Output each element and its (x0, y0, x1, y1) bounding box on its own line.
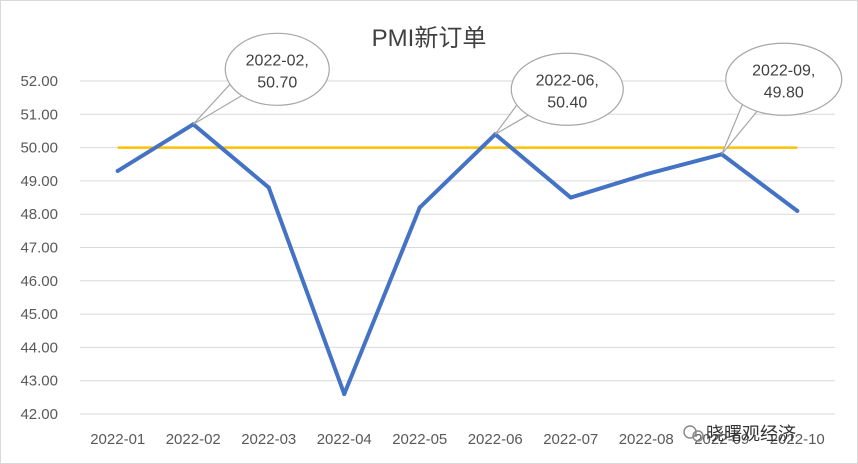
y-tick-label: 51.00 (20, 106, 58, 123)
callout-seam (745, 96, 760, 109)
x-tick-label: 2022-10 (770, 431, 825, 448)
y-tick-label: 52.00 (20, 73, 58, 90)
callout-label-line2: 50.70 (257, 74, 297, 91)
x-tick-label: 2022-09 (694, 431, 749, 448)
y-tick-label: 49.00 (20, 173, 58, 190)
data-point (115, 168, 120, 173)
x-tick-label: 2022-05 (392, 431, 447, 448)
callout-label-line1: 2022-02, (246, 52, 309, 69)
callout-seam (234, 78, 246, 94)
y-tick-label: 48.00 (20, 206, 58, 223)
watermark: 晓曙观经济 (683, 424, 796, 444)
y-tick-label: 46.00 (20, 273, 58, 290)
data-callout: 2022-02, 50.70 (192, 32, 330, 125)
y-tick-label: 44.00 (20, 339, 58, 356)
data-point (266, 185, 271, 190)
x-tick-label: 2022-08 (619, 431, 674, 448)
x-tick-label: 2022-04 (317, 431, 372, 448)
data-callout: 2022-06, 50.40 (494, 52, 624, 135)
data-point (568, 195, 573, 200)
callout-bubble (224, 32, 330, 106)
x-tick-label: 2022-06 (468, 431, 523, 448)
wechat-icon (683, 425, 704, 442)
y-tick-label: 42.00 (20, 406, 58, 423)
data-callout: 2022-09, 49.80 (721, 42, 843, 155)
callout-seam (521, 98, 533, 113)
series-group (115, 122, 800, 397)
y-tick-label: 50.00 (20, 140, 58, 157)
chart-title: PMI新订单 (372, 25, 487, 52)
callout-bubble (510, 52, 624, 126)
x-tick-label: 2022-07 (543, 431, 598, 448)
x-tick-label: 2022-01 (90, 431, 145, 448)
callout-label-line2: 50.40 (547, 94, 587, 111)
callout-bubble (725, 42, 843, 116)
x-tick-label: 2022-02 (166, 431, 221, 448)
data-point (417, 205, 422, 210)
x-tick-label: 2022-03 (241, 431, 296, 448)
callout-label-line1: 2022-06, (536, 72, 599, 89)
callouts-group: 2022-02, 50.70 2022-06, 50.40 2022-09, 49.80 (192, 32, 843, 155)
y-tick-label: 47.00 (20, 240, 58, 257)
y-tick-label: 45.00 (20, 306, 58, 323)
callout-label-line2: 49.80 (764, 84, 804, 101)
series-line (115, 122, 800, 397)
callout-label-line1: 2022-09, (752, 62, 815, 79)
data-point (644, 172, 649, 177)
data-point (342, 392, 347, 397)
y-tick-label: 43.00 (20, 373, 58, 390)
x-axis-ticks: 2022-01 2022-02 2022-03 2022-04 2022-05 2022-… (90, 431, 825, 448)
data-point (795, 208, 800, 213)
watermark-text: 晓曙观经济 (706, 424, 796, 444)
y-axis-ticks: 42.00 43.00 44.00 45.00 46.00 47.00 48.00 49.00… (20, 73, 58, 423)
